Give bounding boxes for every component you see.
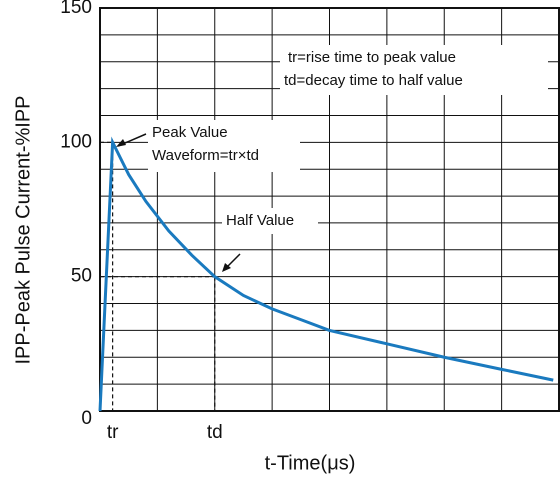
- annotation: Waveform=tr×td: [152, 147, 259, 164]
- arrow-head: [222, 263, 231, 272]
- x-marker-label: tr: [107, 422, 119, 443]
- y-tick-label: 150: [60, 0, 92, 18]
- line-series: [98, 136, 554, 412]
- y-axis-label: IPP-Peak Pulse Current-%IPP: [12, 96, 34, 365]
- annotation-box: [222, 208, 318, 234]
- plot-frame: [99, 7, 560, 412]
- annotation: td=decay time to half value: [284, 72, 463, 89]
- legend-box: [280, 45, 548, 95]
- annotation: Peak Value: [152, 124, 228, 141]
- x-axis-label: t-Time(μs): [265, 452, 356, 474]
- annotation: Half Value: [226, 212, 294, 229]
- arrow-head: [116, 139, 126, 147]
- annotation-box: [148, 120, 300, 172]
- y-tick-label: 50: [71, 266, 92, 287]
- x-marker-label: td: [207, 422, 223, 443]
- marks: [98, 136, 554, 412]
- y-tick-label: 0: [81, 408, 92, 429]
- annotation: tr=rise time to peak value: [288, 49, 456, 66]
- y-tick-label: 100: [60, 131, 92, 152]
